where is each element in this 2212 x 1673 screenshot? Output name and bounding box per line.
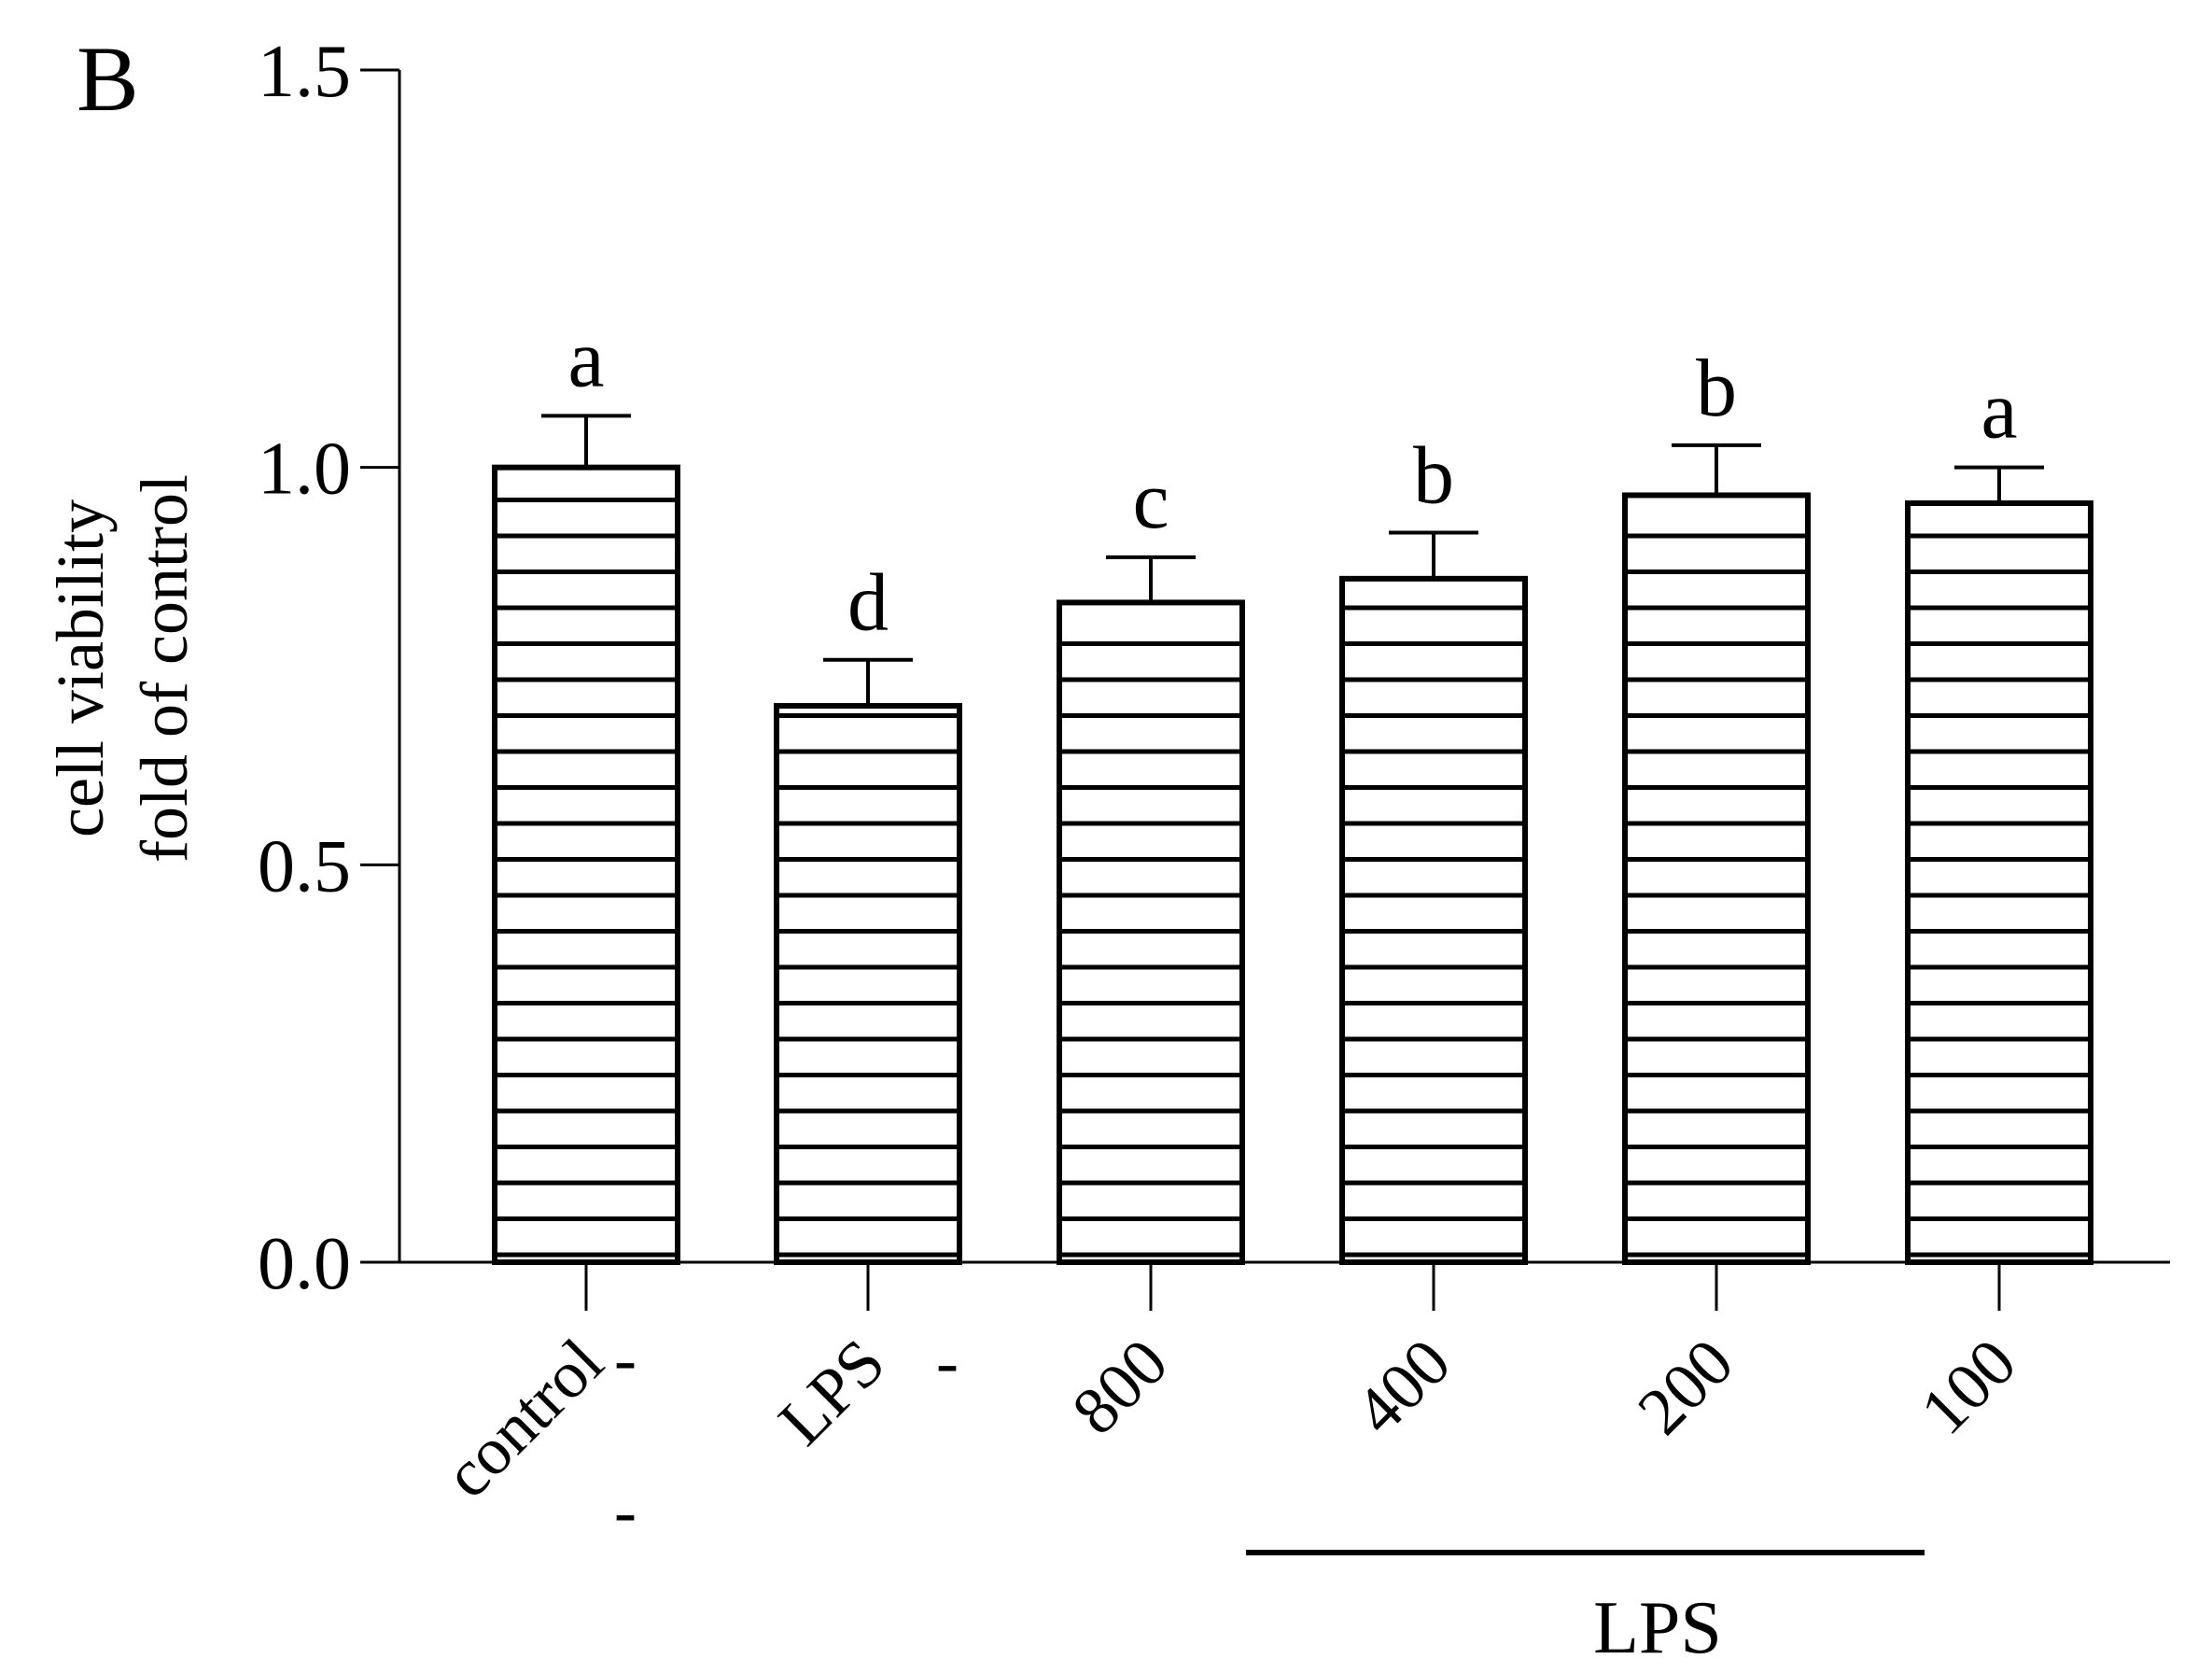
bars: a d c b b a bbox=[492, 314, 2093, 1265]
group-label: LPS bbox=[1593, 1587, 1722, 1669]
y-tick-label-2: 1.0 bbox=[258, 429, 351, 511]
x-tick-label-3: 400 bbox=[1340, 1325, 1464, 1449]
x-tick-labels: control LPS 800 400 200 100 - - - bbox=[430, 1262, 2030, 1549]
bar-group-4: b bbox=[1622, 344, 1811, 1265]
y-tick-label-0: 0.0 bbox=[258, 1223, 351, 1305]
bar-group-0: a bbox=[492, 314, 680, 1265]
x-tick-label-4: 200 bbox=[1623, 1325, 1747, 1449]
y-tick-label-3: 1.5 bbox=[258, 31, 351, 113]
minus-mark-0: - bbox=[614, 1322, 637, 1397]
significance-label-2: c bbox=[1132, 456, 1169, 546]
significance-label-4: b bbox=[1696, 344, 1737, 434]
axes bbox=[398, 70, 2170, 1264]
y-tick-label-1: 0.5 bbox=[258, 825, 351, 907]
bar-group-5: a bbox=[1905, 366, 2093, 1265]
minus-mark-1: - bbox=[936, 1325, 959, 1399]
x-tick-label-0: control bbox=[430, 1325, 618, 1512]
bar-group-1: d bbox=[774, 558, 962, 1265]
significance-label-1: d bbox=[847, 558, 889, 649]
y-ticks: 0.0 0.5 1.0 1.5 bbox=[258, 31, 399, 1305]
significance-label-5: a bbox=[1981, 366, 2017, 457]
minus-mark-2: - bbox=[614, 1474, 637, 1549]
group-annotation: LPS bbox=[1246, 1550, 1925, 1669]
y-axis-label-line-2: fold of control bbox=[127, 474, 202, 863]
y-axis-label-line-1: cell viability bbox=[43, 499, 118, 837]
x-tick-label-5: 100 bbox=[1906, 1325, 2030, 1449]
panel-label: B bbox=[77, 27, 139, 131]
bar-0 bbox=[492, 464, 680, 1265]
x-tick-label-2: 800 bbox=[1057, 1325, 1182, 1449]
significance-label-0: a bbox=[567, 314, 604, 404]
x-tick-label-1: LPS bbox=[764, 1325, 899, 1459]
significance-label-3: b bbox=[1413, 430, 1454, 521]
bar-group-2: c bbox=[1057, 456, 1245, 1265]
bar-group-3: b bbox=[1339, 430, 1528, 1265]
